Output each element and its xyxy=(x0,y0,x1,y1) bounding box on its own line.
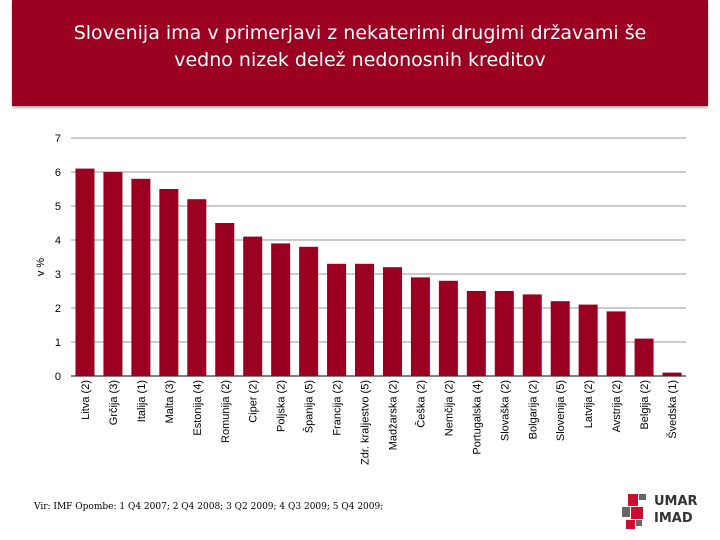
x-tick-label: Latvija (2) xyxy=(583,380,595,428)
bar-12 xyxy=(410,277,430,376)
x-tick-label: Švedska (1) xyxy=(666,380,679,439)
x-tick-label: Grčija (3) xyxy=(108,380,120,425)
y-tick-label: 2 xyxy=(55,303,61,315)
umar-logo: UMAR IMAD xyxy=(622,492,712,532)
bar-7 xyxy=(271,243,291,376)
logo-text-umar: UMAR xyxy=(654,494,698,509)
source-note: Vir: IMF Opombe: 1 Q4 2007; 2 Q4 2008; 3… xyxy=(34,502,384,512)
x-tick-label: Madžarska (2) xyxy=(387,380,399,450)
bar-19 xyxy=(606,311,626,376)
y-tick-label: 6 xyxy=(55,167,61,179)
bar-2 xyxy=(131,178,151,376)
bar-13 xyxy=(438,280,458,376)
x-tick-label: Poljska (2) xyxy=(276,380,288,432)
x-tick-label: Slovenija (5) xyxy=(555,380,567,441)
x-tick-label: Romunija (2) xyxy=(220,380,232,443)
x-tick-label: Nemčija (2) xyxy=(443,380,455,436)
bar-chart: 0 1 2 3 4 5 6 7 v % Litva (2) Grčija (3) Italija (1… xyxy=(35,133,686,465)
bar-1 xyxy=(103,172,123,376)
x-tick-label: Avstrija (2) xyxy=(611,380,623,432)
x-tick-label: Španija (5) xyxy=(303,380,316,433)
bar-16 xyxy=(522,294,542,376)
y-tick-label: 0 xyxy=(55,371,61,383)
bar-14 xyxy=(466,291,486,376)
y-tick-label: 3 xyxy=(55,269,61,281)
x-tick-label: Estonija (4) xyxy=(192,380,204,436)
x-tick-label: Ciper (2) xyxy=(248,380,260,423)
bar-6 xyxy=(243,236,263,376)
bar-20 xyxy=(634,338,654,376)
x-tick-label: Zdr. kraljestvo (5) xyxy=(360,380,372,465)
x-tick-label: Malta (3) xyxy=(164,380,176,423)
logo-mark-icon xyxy=(622,494,646,529)
bar-11 xyxy=(382,267,402,376)
x-tick-label: Slovaška (2) xyxy=(499,380,511,441)
x-tick-label: Portugalska (4) xyxy=(471,380,483,455)
bar-9 xyxy=(327,263,347,376)
y-tick-label: 4 xyxy=(55,235,61,247)
title-line-2: vedno nizek delež nedonosnih kreditov xyxy=(174,49,546,71)
bar-0 xyxy=(75,168,95,376)
bar-4 xyxy=(187,199,207,376)
bar-21 xyxy=(662,372,682,376)
y-tick-label: 5 xyxy=(55,201,61,213)
bar-3 xyxy=(159,189,179,376)
logo-text-imad: IMAD xyxy=(654,511,693,526)
bar-15 xyxy=(494,291,514,376)
bar-8 xyxy=(299,246,319,376)
title-line-1: Slovenija ima v primerjavi z nekaterimi … xyxy=(73,22,647,44)
x-tick-label: Belgija (2) xyxy=(639,380,651,430)
x-tick-label: Bolgarija (2) xyxy=(527,380,539,439)
x-tick-label: Litva (2) xyxy=(80,380,92,420)
y-axis-label: v % xyxy=(35,258,47,277)
bar-10 xyxy=(355,263,375,376)
bar-5 xyxy=(215,223,235,376)
title-banner: Slovenija ima v primerjavi z nekaterimi … xyxy=(12,0,708,106)
x-tick-label: Italija (1) xyxy=(136,380,148,422)
bar-18 xyxy=(578,304,598,376)
y-tick-label: 7 xyxy=(55,133,61,145)
slide-title: Slovenija ima v primerjavi z nekaterimi … xyxy=(12,20,708,74)
x-tick-label: Francija (2) xyxy=(332,380,344,436)
bar-17 xyxy=(550,301,570,376)
y-tick-label: 1 xyxy=(55,337,61,349)
x-tick-label: Češka (2) xyxy=(414,380,427,428)
